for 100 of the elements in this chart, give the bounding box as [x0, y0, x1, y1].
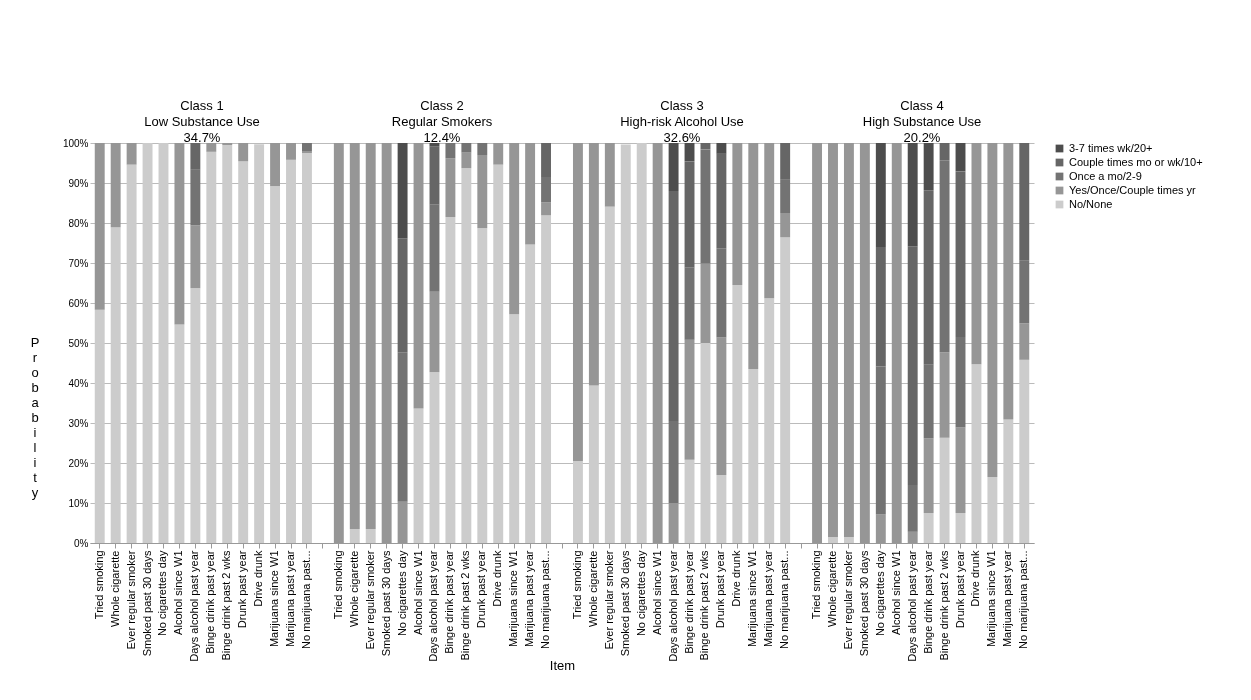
bar	[1003, 143, 1014, 420]
x-tick-label: Drunk past year	[714, 550, 727, 629]
y-tick-label: 100%	[62, 137, 89, 149]
bar	[955, 513, 966, 543]
bar	[110, 227, 121, 543]
bar	[429, 291, 440, 373]
bar	[429, 372, 440, 543]
bar	[461, 168, 472, 543]
bar	[939, 143, 950, 161]
bar	[413, 143, 424, 409]
bar	[349, 529, 360, 543]
bar	[923, 190, 934, 365]
y-tick-label: 70%	[68, 257, 89, 269]
legend-label: Yes/Once/Couple times yr	[1069, 183, 1197, 196]
bar	[620, 144, 631, 543]
x-tick-label: Drive drunk	[730, 550, 743, 607]
bar	[270, 143, 281, 187]
bar	[828, 537, 838, 543]
bar	[780, 143, 791, 180]
annotation: Class 3 High-risk Alcohol Use 32.6%	[620, 98, 744, 145]
bar	[445, 217, 456, 543]
bar	[572, 461, 583, 543]
y-tick-label: 10%	[68, 497, 89, 509]
bar	[636, 143, 647, 543]
bar	[907, 485, 918, 532]
x-tick-label: Whole cigarette	[347, 550, 360, 627]
bar	[748, 369, 759, 543]
x-tick-label: Binge drink past 2 wks	[459, 550, 472, 661]
bar	[684, 267, 695, 340]
bar	[971, 364, 982, 543]
bar	[509, 143, 520, 315]
bar	[588, 143, 599, 386]
x-tick-label: Tried smoking	[331, 550, 344, 620]
bar	[493, 164, 504, 543]
x-tick-label: No cigarettes day	[156, 550, 169, 637]
bar	[955, 171, 966, 337]
legend-label: No/None	[1069, 197, 1113, 210]
x-tick-label: Smoked past 30 days	[379, 550, 392, 657]
annotation: Class 1 Low Substance Use 34.7%	[144, 98, 260, 145]
bar	[684, 339, 695, 460]
x-tick-label: Alcohol since W1	[172, 550, 185, 635]
bar	[572, 143, 583, 461]
bar	[923, 364, 934, 439]
bar	[668, 143, 679, 191]
bar	[875, 247, 886, 367]
bar	[875, 143, 886, 247]
bar	[604, 143, 615, 207]
bar	[955, 337, 966, 428]
y-tick-label: 60%	[68, 297, 89, 309]
bar	[604, 206, 615, 543]
bar	[349, 143, 360, 529]
bar	[365, 529, 376, 543]
y-tick-label: 50%	[68, 337, 89, 349]
x-tick-label: No marijuana past...	[778, 550, 791, 649]
bar	[939, 160, 950, 353]
bar	[875, 366, 886, 515]
bar	[684, 161, 695, 268]
bar	[732, 143, 743, 285]
x-tick-label: Smoked past 30 days	[857, 550, 870, 657]
x-tick-label: Smoked past 30 days	[140, 550, 153, 657]
x-tick-label: Binge drink past year	[682, 550, 695, 654]
bar	[413, 408, 424, 543]
text: Probability	[30, 335, 40, 500]
bar	[461, 152, 472, 169]
bar	[684, 459, 695, 543]
y-tick-label: 30%	[68, 417, 89, 429]
bar	[716, 248, 727, 338]
bar	[110, 143, 121, 228]
x-tick-label: Days alcohol past year	[666, 550, 679, 662]
x-tick-label: Drunk past year	[236, 550, 249, 629]
x-tick-label: Tried smoking	[570, 550, 583, 620]
legend-label: 3-7 times wk/20+	[1069, 141, 1153, 154]
bar	[955, 427, 966, 513]
bar	[270, 186, 281, 543]
bar	[716, 143, 727, 154]
x-tick-label: Ever regular smoker	[124, 550, 137, 650]
bar	[732, 285, 743, 543]
bar	[987, 143, 998, 477]
bar	[397, 238, 408, 353]
x-tick-label: Smoked past 30 days	[618, 550, 631, 657]
bar	[94, 309, 105, 543]
bar	[780, 213, 791, 238]
bar	[445, 143, 456, 159]
x-tick-label: Binge drink past 2 wks	[937, 550, 950, 661]
x-tick-label: Tried smoking	[810, 550, 823, 620]
x-tick-label: No marijuana past...	[539, 550, 552, 649]
x-tick-label: Ever regular smoker	[841, 550, 854, 650]
x-tick-label: Drive drunk	[491, 550, 504, 607]
bar	[923, 438, 934, 513]
bar	[700, 263, 711, 343]
x-tick-label: No cigarettes day	[873, 550, 886, 637]
bar	[190, 288, 201, 543]
x-tick-label: Binge drink past year	[921, 550, 934, 654]
bar	[301, 143, 312, 151]
bar	[971, 143, 982, 365]
bar	[158, 143, 169, 543]
x-tick-label: Marijuana past year	[284, 550, 297, 648]
bar	[939, 352, 950, 438]
x-tick-label: Whole cigarette	[108, 550, 121, 627]
bar	[206, 143, 217, 152]
